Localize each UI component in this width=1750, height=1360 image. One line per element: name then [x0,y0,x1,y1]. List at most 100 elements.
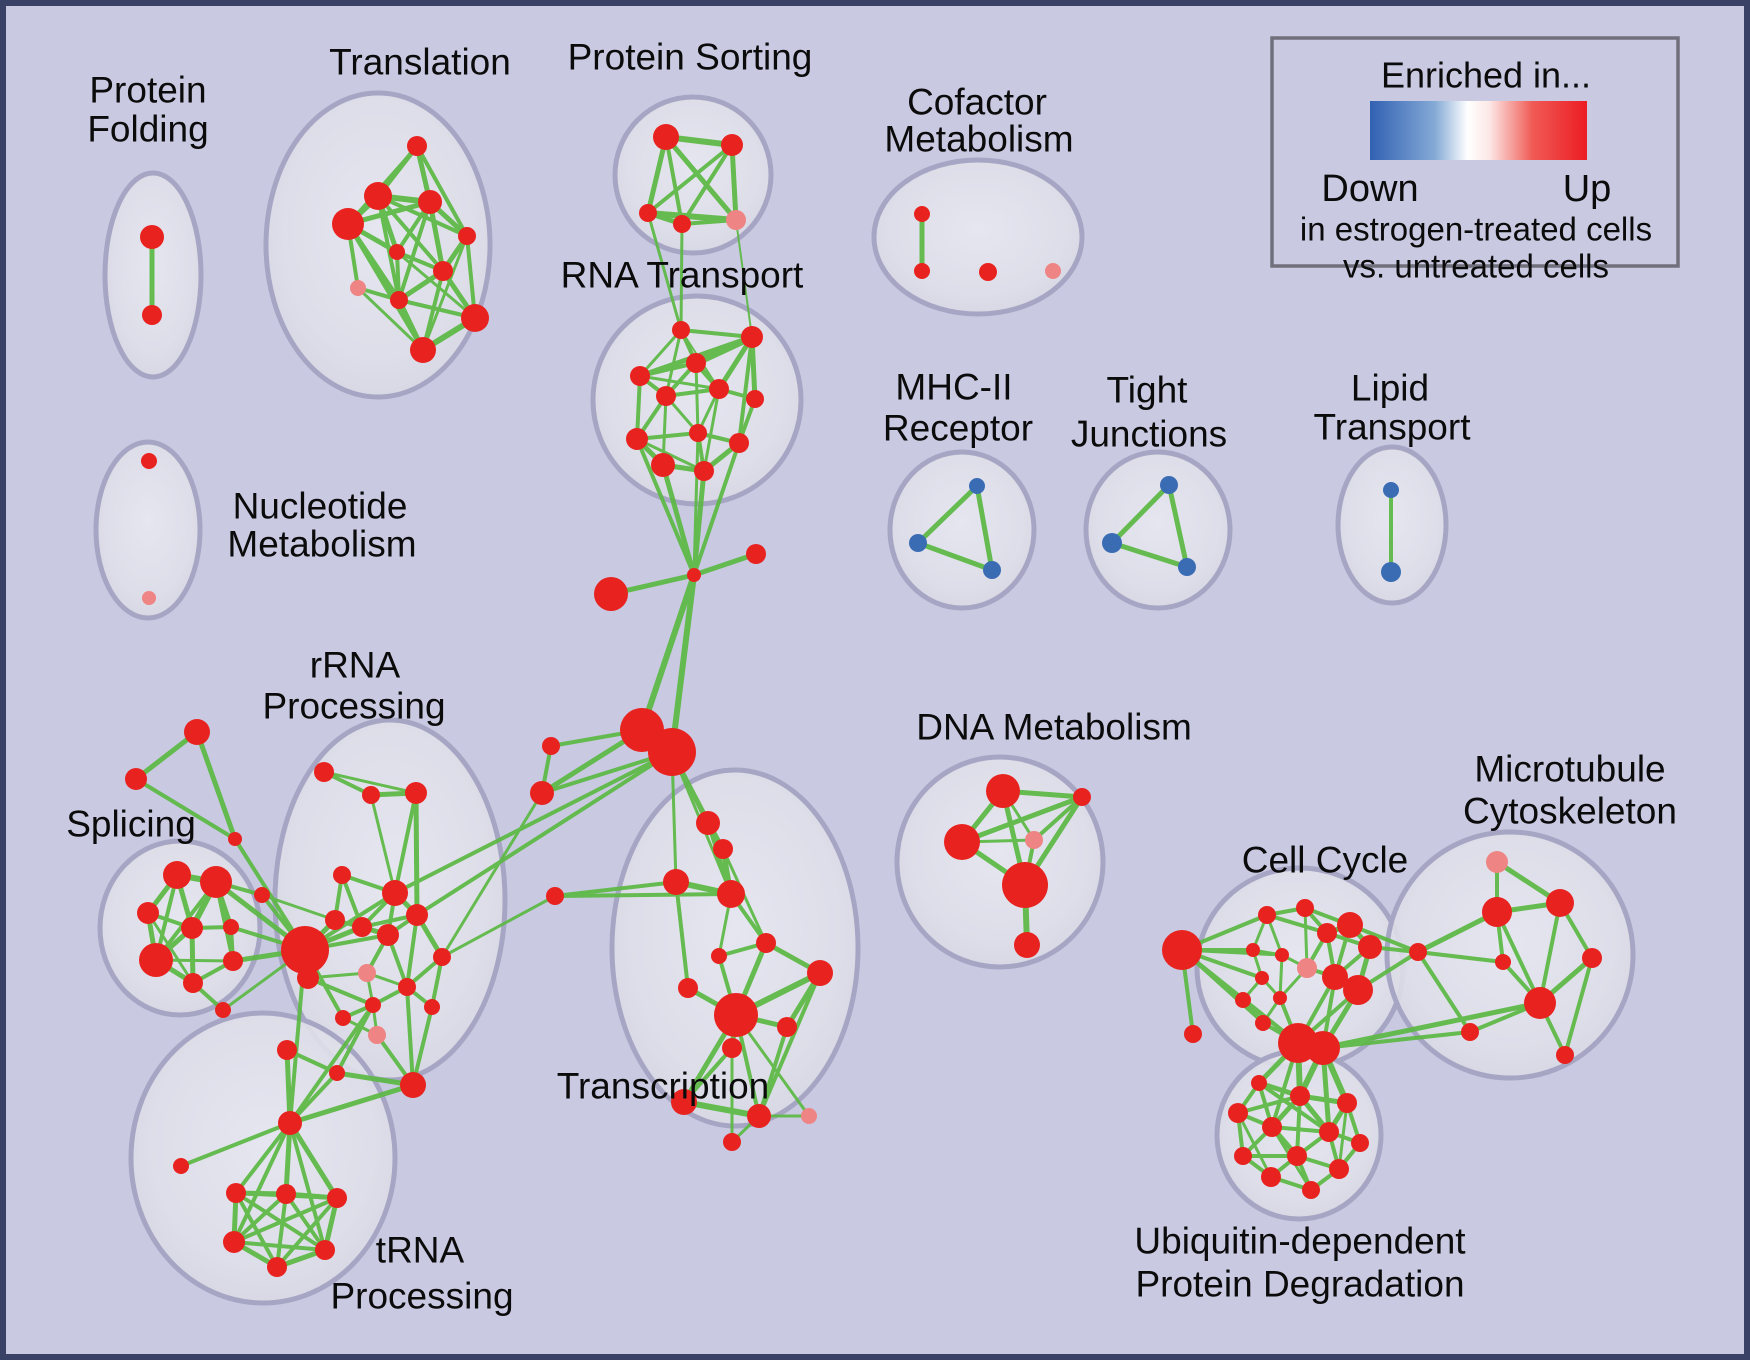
network-edge [356,286,425,352]
network-edge [757,1025,789,1118]
network-edge [413,790,420,918]
network-edge [260,893,337,922]
network-edge [915,483,980,546]
cluster-label-protein-sorting: Protein Sorting [568,37,813,78]
network-edge [974,483,995,573]
network-edge [1109,540,1190,570]
network-node [424,999,440,1015]
network-node [694,461,714,481]
network-edge [639,572,697,733]
network-node [1184,1025,1202,1043]
cluster-label-nucleotide-2: Metabolism [227,524,416,565]
network-nodes [125,124,1602,1277]
network-node [1290,1086,1310,1106]
cluster-label-transcription: Transcription [557,1066,769,1107]
network-edge [757,971,822,1118]
cluster-label-cofactor-2: Metabolism [884,119,1073,160]
network-node [1358,935,1382,959]
network-node [653,124,679,150]
network-node [944,824,980,860]
network-edge [421,269,445,352]
network-edge [663,134,739,223]
network-node [142,591,156,605]
network-node [673,215,691,233]
network-node [1251,1075,1267,1091]
network-node [777,1017,797,1037]
network-node [651,453,675,477]
network-edge [737,335,754,445]
network-node [1322,964,1348,990]
network-node [1306,1031,1340,1065]
legend-title: Enriched in... [1381,55,1591,96]
network-node [458,227,476,245]
network-edge [275,1192,288,1269]
network-node [546,887,564,905]
network-node [1409,943,1427,961]
network-node [1228,1103,1248,1123]
network-edge [440,791,544,959]
network-edge [646,211,683,332]
cluster-label-splicing: Splicing [66,804,196,845]
network-node [364,182,392,210]
network-node [1495,954,1511,970]
network-node [406,904,428,926]
network-node [1162,930,1202,970]
network-node [223,1231,245,1253]
network-edge [369,793,397,895]
network-node [1160,476,1178,494]
network-edge [411,1005,434,1087]
network-node [672,321,690,339]
network-node [352,917,372,937]
network-node [281,926,329,974]
network-edge [702,387,721,473]
network-node [1524,987,1556,1019]
network-node [1317,923,1337,943]
network-node [350,280,366,296]
network-edge [674,880,690,990]
network-node [398,978,416,996]
network-node [1582,948,1602,968]
network-node [407,136,427,156]
cluster-bubble-cofactor-metabolism [871,157,1085,317]
network-edge [692,441,741,577]
network-edge [645,134,669,216]
cluster-label-lipid-1: Lipid [1351,368,1429,409]
network-node [368,1026,386,1044]
legend-line2: vs. untreated cells [1343,248,1609,285]
network-node [630,366,650,386]
network-node [1556,1046,1574,1064]
network-node [226,1183,246,1203]
network-edge [1109,482,1172,546]
network-node [329,1065,345,1081]
network-node [689,424,707,442]
network-node [139,943,173,977]
network-edge [306,976,375,1007]
network-node [914,263,930,279]
cluster-label-lipid-2: Transport [1314,407,1472,448]
network-node [333,866,351,884]
cluster-bubble-transcription [609,767,861,1129]
network-edge [915,540,995,573]
network-node [1297,958,1317,978]
network-edge [179,1121,292,1168]
network-node [801,1108,817,1124]
network-node [714,993,758,1037]
network-node [687,568,701,582]
network-node [969,478,985,494]
network-node [542,737,560,755]
network-edge [440,894,557,959]
network-node [1319,1122,1339,1142]
network-node [1235,992,1251,1008]
network-node [325,910,345,930]
network-node [1329,1159,1349,1179]
network-edge [1032,795,1084,842]
network-edge [415,750,674,917]
network-edge [1236,1094,1302,1115]
network-edge [1321,1030,1472,1050]
network-edge [679,328,754,339]
network-node [297,967,319,989]
network-node [914,206,930,222]
network-node [1045,263,1061,279]
network-edge [679,222,684,332]
